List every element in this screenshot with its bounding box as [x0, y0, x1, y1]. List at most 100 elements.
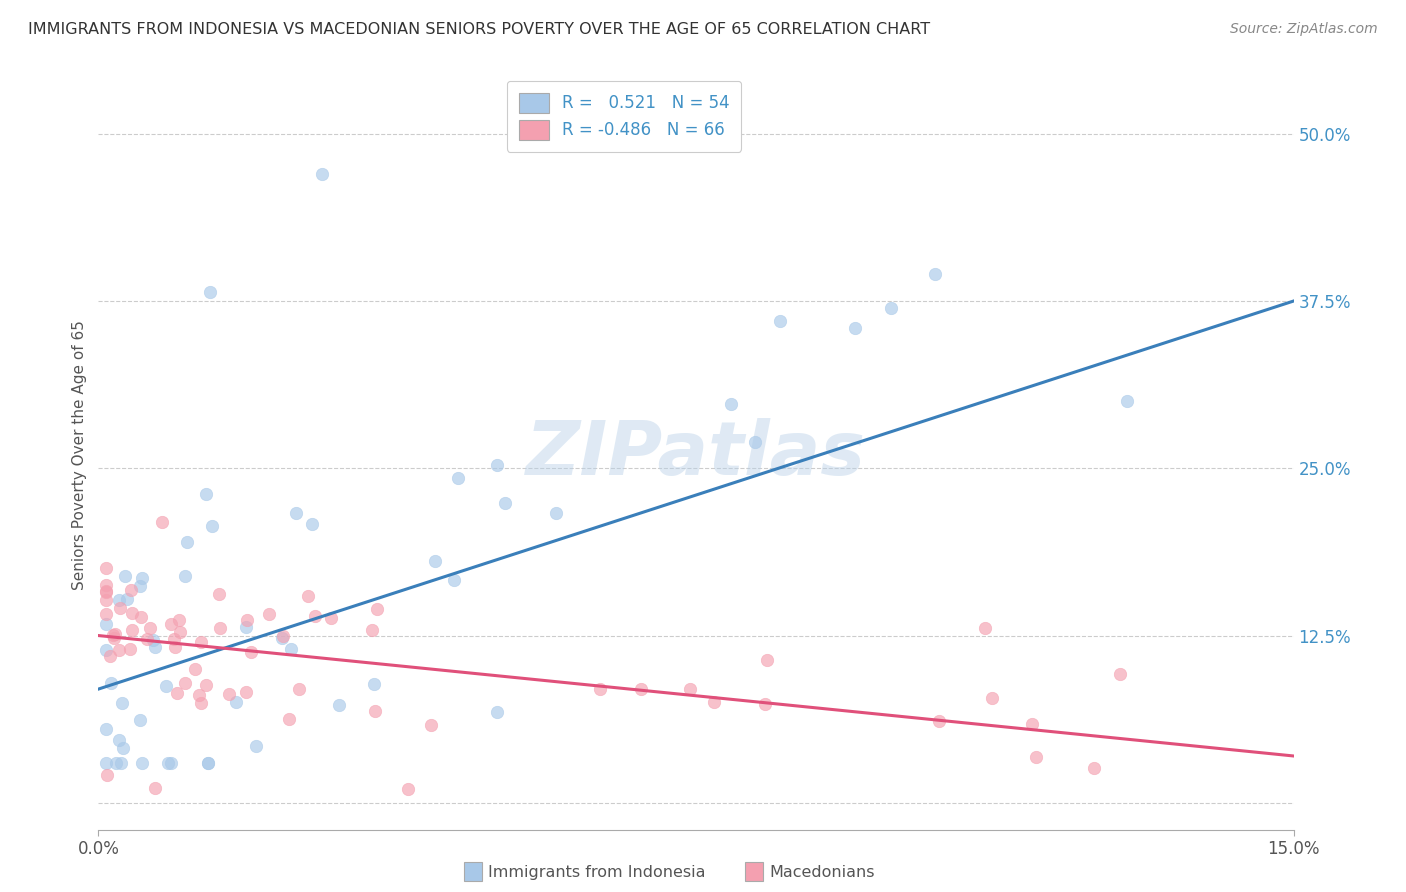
Point — [159, 617, 181, 632]
Point — [96, 592, 118, 607]
Point — [544, 506, 567, 520]
Point — [128, 579, 150, 593]
Point — [844, 321, 866, 335]
Point — [131, 756, 153, 770]
Point — [96, 617, 118, 632]
Point — [96, 756, 118, 770]
Point — [278, 712, 301, 726]
Point — [720, 397, 742, 411]
Point — [107, 733, 129, 747]
Point — [981, 690, 1004, 705]
Point — [197, 756, 219, 770]
Point — [107, 642, 129, 657]
Point — [630, 681, 652, 696]
Point — [160, 756, 183, 770]
Point — [110, 756, 132, 770]
Point — [96, 722, 118, 736]
Point — [96, 561, 118, 575]
Point — [128, 713, 150, 727]
Point — [200, 285, 222, 299]
Point — [485, 705, 508, 719]
Point — [423, 554, 446, 568]
Point — [225, 694, 247, 708]
Point — [419, 718, 441, 732]
Point — [142, 632, 165, 647]
Point — [297, 589, 319, 603]
Point — [485, 458, 508, 472]
Legend: R =   0.521   N = 54, R = -0.486   N = 66: R = 0.521 N = 54, R = -0.486 N = 66 — [508, 81, 741, 152]
Point — [96, 578, 118, 592]
Point — [111, 697, 134, 711]
Point — [271, 631, 294, 645]
Point — [156, 756, 179, 770]
Point — [150, 515, 173, 529]
Point — [114, 569, 136, 583]
Point — [284, 507, 307, 521]
Point — [165, 640, 187, 655]
Point — [120, 642, 142, 657]
Point — [190, 635, 212, 649]
Point — [589, 682, 612, 697]
Point — [363, 677, 385, 691]
Point — [195, 678, 218, 692]
Point — [139, 621, 162, 635]
Point — [96, 583, 118, 598]
Point — [240, 645, 263, 659]
Point — [1083, 760, 1105, 774]
Point — [166, 686, 188, 700]
Point — [245, 739, 267, 753]
Point — [447, 471, 470, 485]
Point — [319, 611, 342, 625]
Point — [494, 496, 516, 510]
Point — [1116, 393, 1139, 408]
Point — [103, 628, 125, 642]
Point — [396, 782, 419, 797]
Point — [176, 535, 198, 549]
Point — [928, 714, 950, 729]
Point — [108, 601, 131, 615]
Point — [184, 662, 207, 676]
Point — [96, 585, 118, 599]
Point — [924, 268, 946, 282]
Point — [973, 621, 995, 635]
Point — [143, 640, 166, 655]
Y-axis label: Seniors Poverty Over the Age of 65: Seniors Poverty Over the Age of 65 — [72, 320, 87, 590]
Point — [131, 571, 153, 585]
Point — [100, 676, 122, 690]
Point — [235, 620, 257, 634]
Point — [366, 602, 388, 616]
Point — [236, 613, 259, 627]
Point — [104, 626, 127, 640]
Point — [143, 781, 166, 796]
Point — [190, 696, 212, 710]
Text: Macedonians: Macedonians — [769, 865, 875, 880]
Point — [301, 516, 323, 531]
Point — [121, 623, 143, 637]
Point — [273, 629, 295, 643]
Point — [115, 592, 138, 607]
Point — [361, 624, 384, 638]
Point — [1109, 667, 1132, 681]
Point — [744, 435, 766, 450]
Point — [103, 631, 125, 645]
Point — [188, 688, 211, 702]
Point — [163, 632, 186, 647]
Point — [194, 487, 217, 501]
Point — [174, 676, 197, 690]
Point — [754, 697, 776, 711]
Point — [311, 167, 333, 181]
Point — [443, 573, 465, 587]
Point — [328, 698, 350, 713]
Point — [111, 741, 134, 756]
Point — [135, 632, 157, 647]
Point — [167, 613, 190, 627]
Text: Source: ZipAtlas.com: Source: ZipAtlas.com — [1230, 22, 1378, 37]
Text: Immigrants from Indonesia: Immigrants from Indonesia — [488, 865, 706, 880]
Text: ZIPatlas: ZIPatlas — [526, 418, 866, 491]
Point — [197, 756, 219, 770]
Point — [121, 582, 143, 597]
Point — [769, 314, 792, 328]
Point — [304, 608, 326, 623]
Point — [703, 695, 725, 709]
Point — [280, 642, 302, 657]
